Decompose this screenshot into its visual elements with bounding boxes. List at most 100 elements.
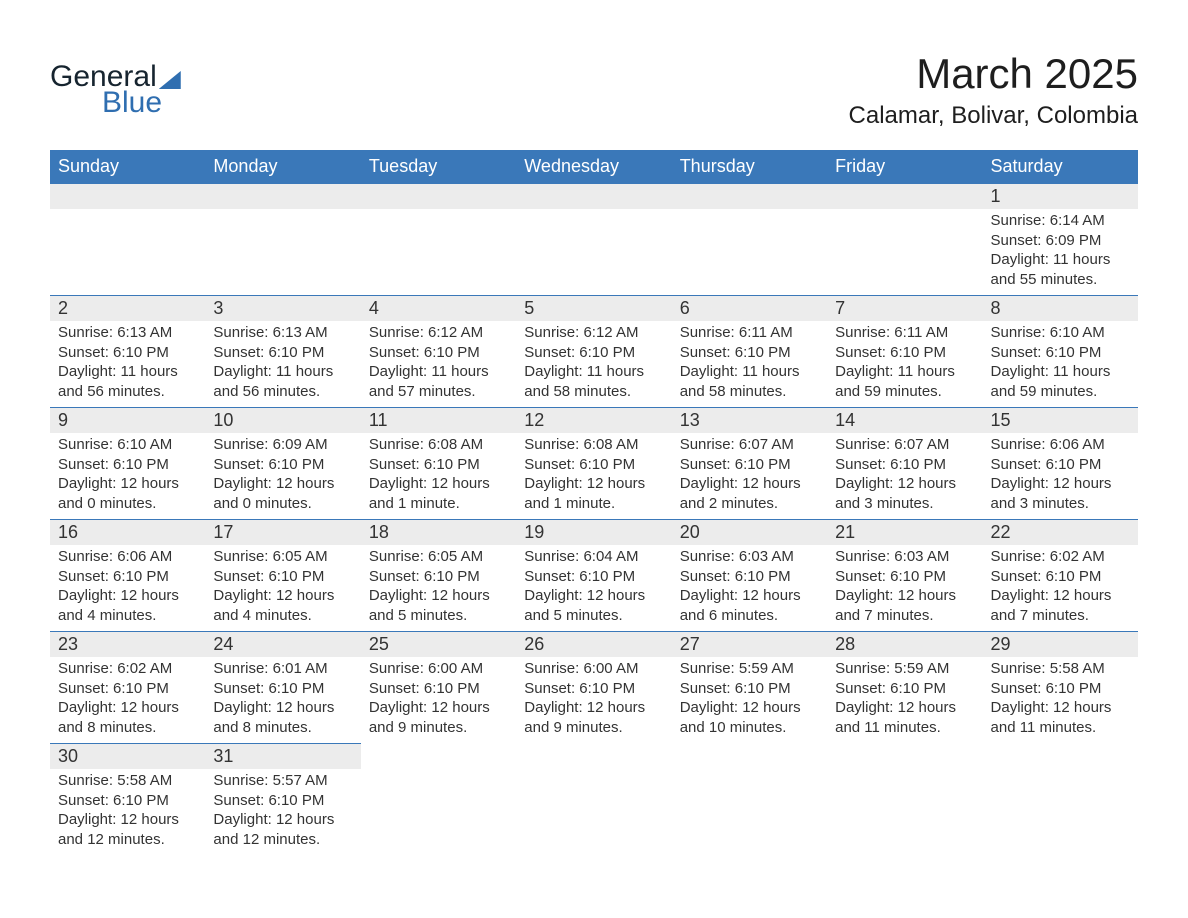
day-body: Sunrise: 6:06 AMSunset: 6:10 PMDaylight:… <box>983 433 1138 519</box>
daylight-line1: Daylight: 12 hours <box>58 586 197 606</box>
day-number: 1 <box>983 184 1138 209</box>
calendar-cell: 19Sunrise: 6:04 AMSunset: 6:10 PMDayligh… <box>516 520 671 632</box>
sunrise-text: Sunrise: 6:04 AM <box>524 547 663 567</box>
calendar-cell <box>672 184 827 296</box>
day-body <box>516 748 671 756</box>
day-body <box>205 209 360 237</box>
sunset-text: Sunset: 6:10 PM <box>213 343 352 363</box>
sunrise-text: Sunrise: 6:00 AM <box>369 659 508 679</box>
daylight-line2: and 59 minutes. <box>991 382 1130 402</box>
daylight-line1: Daylight: 12 hours <box>680 586 819 606</box>
day-body <box>827 209 982 237</box>
daylight-line1: Daylight: 11 hours <box>835 362 974 382</box>
day-number: 22 <box>983 520 1138 545</box>
col-monday: Monday <box>205 150 360 184</box>
calendar-cell <box>827 744 982 856</box>
sunset-text: Sunset: 6:10 PM <box>369 679 508 699</box>
calendar-week: 1Sunrise: 6:14 AMSunset: 6:09 PMDaylight… <box>50 184 1138 296</box>
day-number: 13 <box>672 408 827 433</box>
day-number: 28 <box>827 632 982 657</box>
day-number <box>361 184 516 209</box>
daylight-line1: Daylight: 12 hours <box>991 474 1130 494</box>
day-number: 25 <box>361 632 516 657</box>
calendar-cell <box>50 184 205 296</box>
day-body: Sunrise: 6:07 AMSunset: 6:10 PMDaylight:… <box>827 433 982 519</box>
sunset-text: Sunset: 6:09 PM <box>991 231 1130 251</box>
col-saturday: Saturday <box>983 150 1138 184</box>
calendar-cell: 27Sunrise: 5:59 AMSunset: 6:10 PMDayligh… <box>672 632 827 744</box>
sunset-text: Sunset: 6:10 PM <box>835 343 974 363</box>
day-body <box>983 748 1138 756</box>
daylight-line2: and 59 minutes. <box>835 382 974 402</box>
sunset-text: Sunset: 6:10 PM <box>213 567 352 587</box>
daylight-line1: Daylight: 12 hours <box>680 474 819 494</box>
day-number <box>516 184 671 209</box>
day-body <box>672 748 827 756</box>
day-number: 7 <box>827 296 982 321</box>
day-body: Sunrise: 5:58 AMSunset: 6:10 PMDaylight:… <box>50 769 205 855</box>
sunset-text: Sunset: 6:10 PM <box>680 679 819 699</box>
calendar-cell: 13Sunrise: 6:07 AMSunset: 6:10 PMDayligh… <box>672 408 827 520</box>
logo-text-blue: Blue <box>102 86 162 120</box>
sunset-text: Sunset: 6:10 PM <box>524 679 663 699</box>
sunrise-text: Sunrise: 6:09 AM <box>213 435 352 455</box>
calendar-week: 2Sunrise: 6:13 AMSunset: 6:10 PMDaylight… <box>50 296 1138 408</box>
daylight-line2: and 7 minutes. <box>991 606 1130 626</box>
day-number: 27 <box>672 632 827 657</box>
day-number <box>50 184 205 209</box>
calendar-cell: 29Sunrise: 5:58 AMSunset: 6:10 PMDayligh… <box>983 632 1138 744</box>
daylight-line2: and 11 minutes. <box>835 718 974 738</box>
daylight-line2: and 9 minutes. <box>524 718 663 738</box>
day-number: 26 <box>516 632 671 657</box>
logo-sail-icon <box>159 71 181 89</box>
daylight-line1: Daylight: 12 hours <box>369 474 508 494</box>
daylight-line2: and 9 minutes. <box>369 718 508 738</box>
daylight-line2: and 56 minutes. <box>58 382 197 402</box>
day-number: 3 <box>205 296 360 321</box>
day-number: 31 <box>205 744 360 769</box>
sunset-text: Sunset: 6:10 PM <box>991 343 1130 363</box>
page-title: March 2025 <box>849 50 1138 98</box>
sunrise-text: Sunrise: 5:59 AM <box>680 659 819 679</box>
sunrise-text: Sunrise: 5:58 AM <box>991 659 1130 679</box>
day-body: Sunrise: 6:03 AMSunset: 6:10 PMDaylight:… <box>672 545 827 631</box>
daylight-line1: Daylight: 11 hours <box>213 362 352 382</box>
sunset-text: Sunset: 6:10 PM <box>213 455 352 475</box>
calendar-cell: 9Sunrise: 6:10 AMSunset: 6:10 PMDaylight… <box>50 408 205 520</box>
daylight-line1: Daylight: 11 hours <box>524 362 663 382</box>
day-body: Sunrise: 5:59 AMSunset: 6:10 PMDaylight:… <box>672 657 827 743</box>
daylight-line2: and 6 minutes. <box>680 606 819 626</box>
daylight-line2: and 58 minutes. <box>524 382 663 402</box>
calendar-cell: 21Sunrise: 6:03 AMSunset: 6:10 PMDayligh… <box>827 520 982 632</box>
calendar-cell <box>672 744 827 856</box>
calendar-cell: 11Sunrise: 6:08 AMSunset: 6:10 PMDayligh… <box>361 408 516 520</box>
day-number: 4 <box>361 296 516 321</box>
day-body: Sunrise: 6:14 AMSunset: 6:09 PMDaylight:… <box>983 209 1138 295</box>
daylight-line2: and 1 minute. <box>369 494 508 514</box>
calendar-cell: 5Sunrise: 6:12 AMSunset: 6:10 PMDaylight… <box>516 296 671 408</box>
daylight-line2: and 0 minutes. <box>58 494 197 514</box>
day-number <box>827 184 982 209</box>
calendar-cell: 18Sunrise: 6:05 AMSunset: 6:10 PMDayligh… <box>361 520 516 632</box>
day-body: Sunrise: 6:10 AMSunset: 6:10 PMDaylight:… <box>50 433 205 519</box>
day-body: Sunrise: 6:00 AMSunset: 6:10 PMDaylight:… <box>361 657 516 743</box>
daylight-line1: Daylight: 12 hours <box>213 586 352 606</box>
calendar-cell: 1Sunrise: 6:14 AMSunset: 6:09 PMDaylight… <box>983 184 1138 296</box>
col-wednesday: Wednesday <box>516 150 671 184</box>
sunset-text: Sunset: 6:10 PM <box>369 567 508 587</box>
calendar-cell <box>827 184 982 296</box>
sunset-text: Sunset: 6:10 PM <box>524 455 663 475</box>
day-body <box>516 209 671 237</box>
day-body: Sunrise: 6:12 AMSunset: 6:10 PMDaylight:… <box>516 321 671 407</box>
sunset-text: Sunset: 6:10 PM <box>680 455 819 475</box>
sunrise-text: Sunrise: 6:03 AM <box>680 547 819 567</box>
day-number: 5 <box>516 296 671 321</box>
calendar-week: 23Sunrise: 6:02 AMSunset: 6:10 PMDayligh… <box>50 632 1138 744</box>
sunrise-text: Sunrise: 6:06 AM <box>58 547 197 567</box>
daylight-line2: and 58 minutes. <box>680 382 819 402</box>
sunset-text: Sunset: 6:10 PM <box>991 679 1130 699</box>
calendar-cell <box>361 744 516 856</box>
daylight-line1: Daylight: 12 hours <box>680 698 819 718</box>
daylight-line1: Daylight: 12 hours <box>213 474 352 494</box>
calendar-cell: 7Sunrise: 6:11 AMSunset: 6:10 PMDaylight… <box>827 296 982 408</box>
